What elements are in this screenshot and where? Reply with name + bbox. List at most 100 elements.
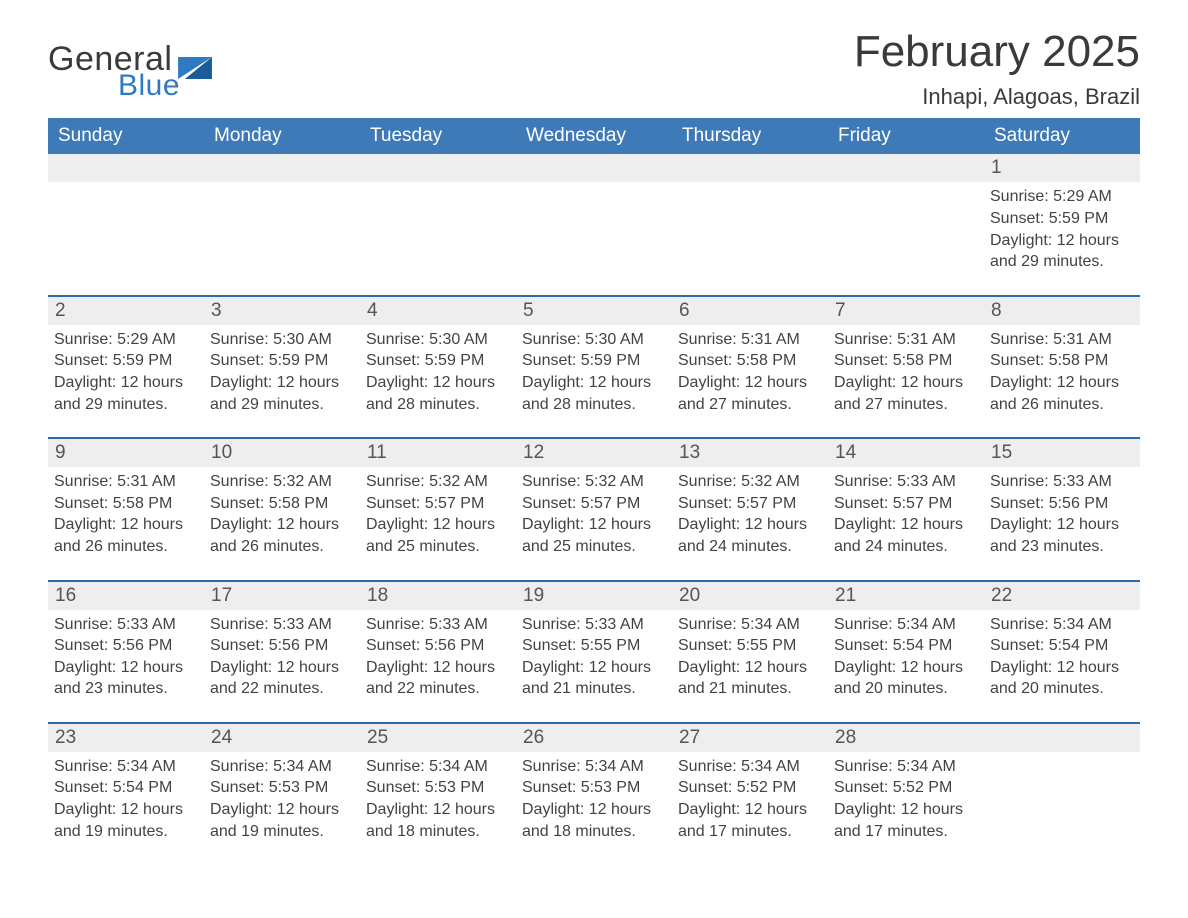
day-cell: Sunrise: 5:29 AMSunset: 5:59 PMDaylight:… [48,325,204,438]
sunset-line: Sunset: 5:54 PM [990,635,1134,657]
calendar-body: 1 Sunrise: 5:29 AMSunset: 5:59 PMDayligh… [48,154,1140,864]
sunset-line: Sunset: 5:56 PM [366,635,510,657]
daylight-line: Daylight: 12 hours and 17 minutes. [678,799,822,842]
day-content-row: Sunrise: 5:29 AMSunset: 5:59 PMDaylight:… [48,325,1140,438]
sunset-line: Sunset: 5:58 PM [54,493,198,515]
day-cell [516,182,672,295]
weekday-header: Wednesday [516,118,672,154]
day-cell [984,752,1140,864]
day-cell: Sunrise: 5:34 AMSunset: 5:53 PMDaylight:… [360,752,516,864]
day-number: 6 [673,298,827,324]
daylight-line: Daylight: 12 hours and 19 minutes. [54,799,198,842]
day-number-cell: 28 [828,723,984,752]
sunset-line: Sunset: 5:57 PM [522,493,666,515]
day-number: 14 [829,440,983,466]
day-number-cell [984,723,1140,752]
daylight-line: Daylight: 12 hours and 24 minutes. [678,514,822,557]
daylight-line: Daylight: 12 hours and 27 minutes. [834,372,978,415]
day-number-cell: 24 [204,723,360,752]
sunrise-line: Sunrise: 5:32 AM [522,471,666,493]
day-cell: Sunrise: 5:30 AMSunset: 5:59 PMDaylight:… [516,325,672,438]
day-number: 7 [829,298,983,324]
day-number-cell [828,154,984,182]
day-number-cell [672,154,828,182]
day-content-row: Sunrise: 5:31 AMSunset: 5:58 PMDaylight:… [48,467,1140,580]
sunset-line: Sunset: 5:53 PM [366,777,510,799]
day-number-cell: 21 [828,581,984,610]
daylight-line: Daylight: 12 hours and 26 minutes. [990,372,1134,415]
day-number-row: 16171819202122 [48,581,1140,610]
day-number-cell [516,154,672,182]
day-cell [204,182,360,295]
day-number-row: 1 [48,154,1140,182]
daylight-line: Daylight: 12 hours and 26 minutes. [210,514,354,557]
day-content-row: Sunrise: 5:33 AM Sunset: 5:56 PM Daylight:… [48,610,1140,723]
day-number-cell: 26 [516,723,672,752]
day-number [517,155,671,181]
sunrise-line: Sunrise: 5:34 AM [678,756,822,778]
weekday-header: Sunday [48,118,204,154]
sunrise-line: Sunrise: 5:34 AM [834,756,978,778]
day-number-cell: 14 [828,438,984,467]
day-number-row: 9101112131415 [48,438,1140,467]
sunrise-line: Sunrise: 5:34 AM [366,756,510,778]
sunset-line: Sunset: 5:52 PM [834,777,978,799]
sunrise-line: Sunrise: 5:34 AM [54,756,198,778]
day-number-cell [204,154,360,182]
day-number: 24 [205,725,359,751]
daylight-line: Daylight: 12 hours and 21 minutes. [678,657,822,700]
day-number-cell [48,154,204,182]
daylight-line: Daylight: 12 hours and 21 minutes. [522,657,666,700]
day-number: 10 [205,440,359,466]
day-cell [672,182,828,295]
day-number-cell: 22 [984,581,1140,610]
sunset-line: Sunset: 5:52 PM [678,777,822,799]
day-number: 23 [49,725,203,751]
day-number-cell: 6 [672,296,828,325]
sunset-line: Sunset: 5:53 PM [522,777,666,799]
day-number-cell: 12 [516,438,672,467]
day-number-cell: 16 [48,581,204,610]
sunset-line: Sunset: 5:57 PM [366,493,510,515]
daylight-line: Daylight: 12 hours and 23 minutes. [990,514,1134,557]
day-number-cell: 8 [984,296,1140,325]
sunrise-line: Sunrise: 5:32 AM [366,471,510,493]
daylight-line: Daylight: 12 hours and 29 minutes. [54,372,198,415]
daylight-line: Daylight: 12 hours and 18 minutes. [366,799,510,842]
calendar-table: Sunday Monday Tuesday Wednesday Thursday… [48,118,1140,864]
sunrise-line: Sunrise: 5:33 AM [522,614,666,636]
day-number: 18 [361,583,515,609]
sunrise-line: Sunrise: 5:30 AM [522,329,666,351]
day-number [49,155,203,181]
sunset-line: Sunset: 5:59 PM [990,208,1134,230]
day-number-cell: 4 [360,296,516,325]
day-number-cell: 11 [360,438,516,467]
sunset-line: Sunset: 5:58 PM [678,350,822,372]
daylight-line: Daylight: 12 hours and 29 minutes. [210,372,354,415]
daylight-line: Daylight: 12 hours and 19 minutes. [210,799,354,842]
day-number: 27 [673,725,827,751]
day-cell: Sunrise: 5:34 AMSunset: 5:54 PMDaylight:… [48,752,204,864]
day-cell: Sunrise: 5:31 AMSunset: 5:58 PMDaylight:… [48,467,204,580]
sunrise-line: Sunrise: 5:34 AM [210,756,354,778]
daylight-line: Daylight: 12 hours and 28 minutes. [366,372,510,415]
day-number: 9 [49,440,203,466]
day-number: 11 [361,440,515,466]
daylight-line: Daylight: 12 hours and 25 minutes. [366,514,510,557]
day-number-cell: 7 [828,296,984,325]
day-cell: Sunrise: 5:33 AMSunset: 5:55 PMDaylight:… [516,610,672,723]
day-number: 17 [205,583,359,609]
day-number-cell [360,154,516,182]
sunset-line: Sunset: 5:53 PM [210,777,354,799]
sunrise-line: Sunrise: 5:33 AM [834,471,978,493]
daylight-line: Daylight: 12 hours and 29 minutes. [990,230,1134,273]
sunrise-line: Sunrise: 5:31 AM [834,329,978,351]
sunrise-line: Sunrise: 5:33 AM [210,614,354,636]
day-number-cell: 1 [984,154,1140,182]
sunset-line: Sunset: 5:59 PM [210,350,354,372]
day-number-cell: 9 [48,438,204,467]
day-cell [360,182,516,295]
sunset-line: Sunset: 5:54 PM [834,635,978,657]
daylight-line: Daylight: 12 hours and 17 minutes. [834,799,978,842]
day-cell: Sunrise: 5:34 AMSunset: 5:54 PMDaylight:… [984,610,1140,723]
